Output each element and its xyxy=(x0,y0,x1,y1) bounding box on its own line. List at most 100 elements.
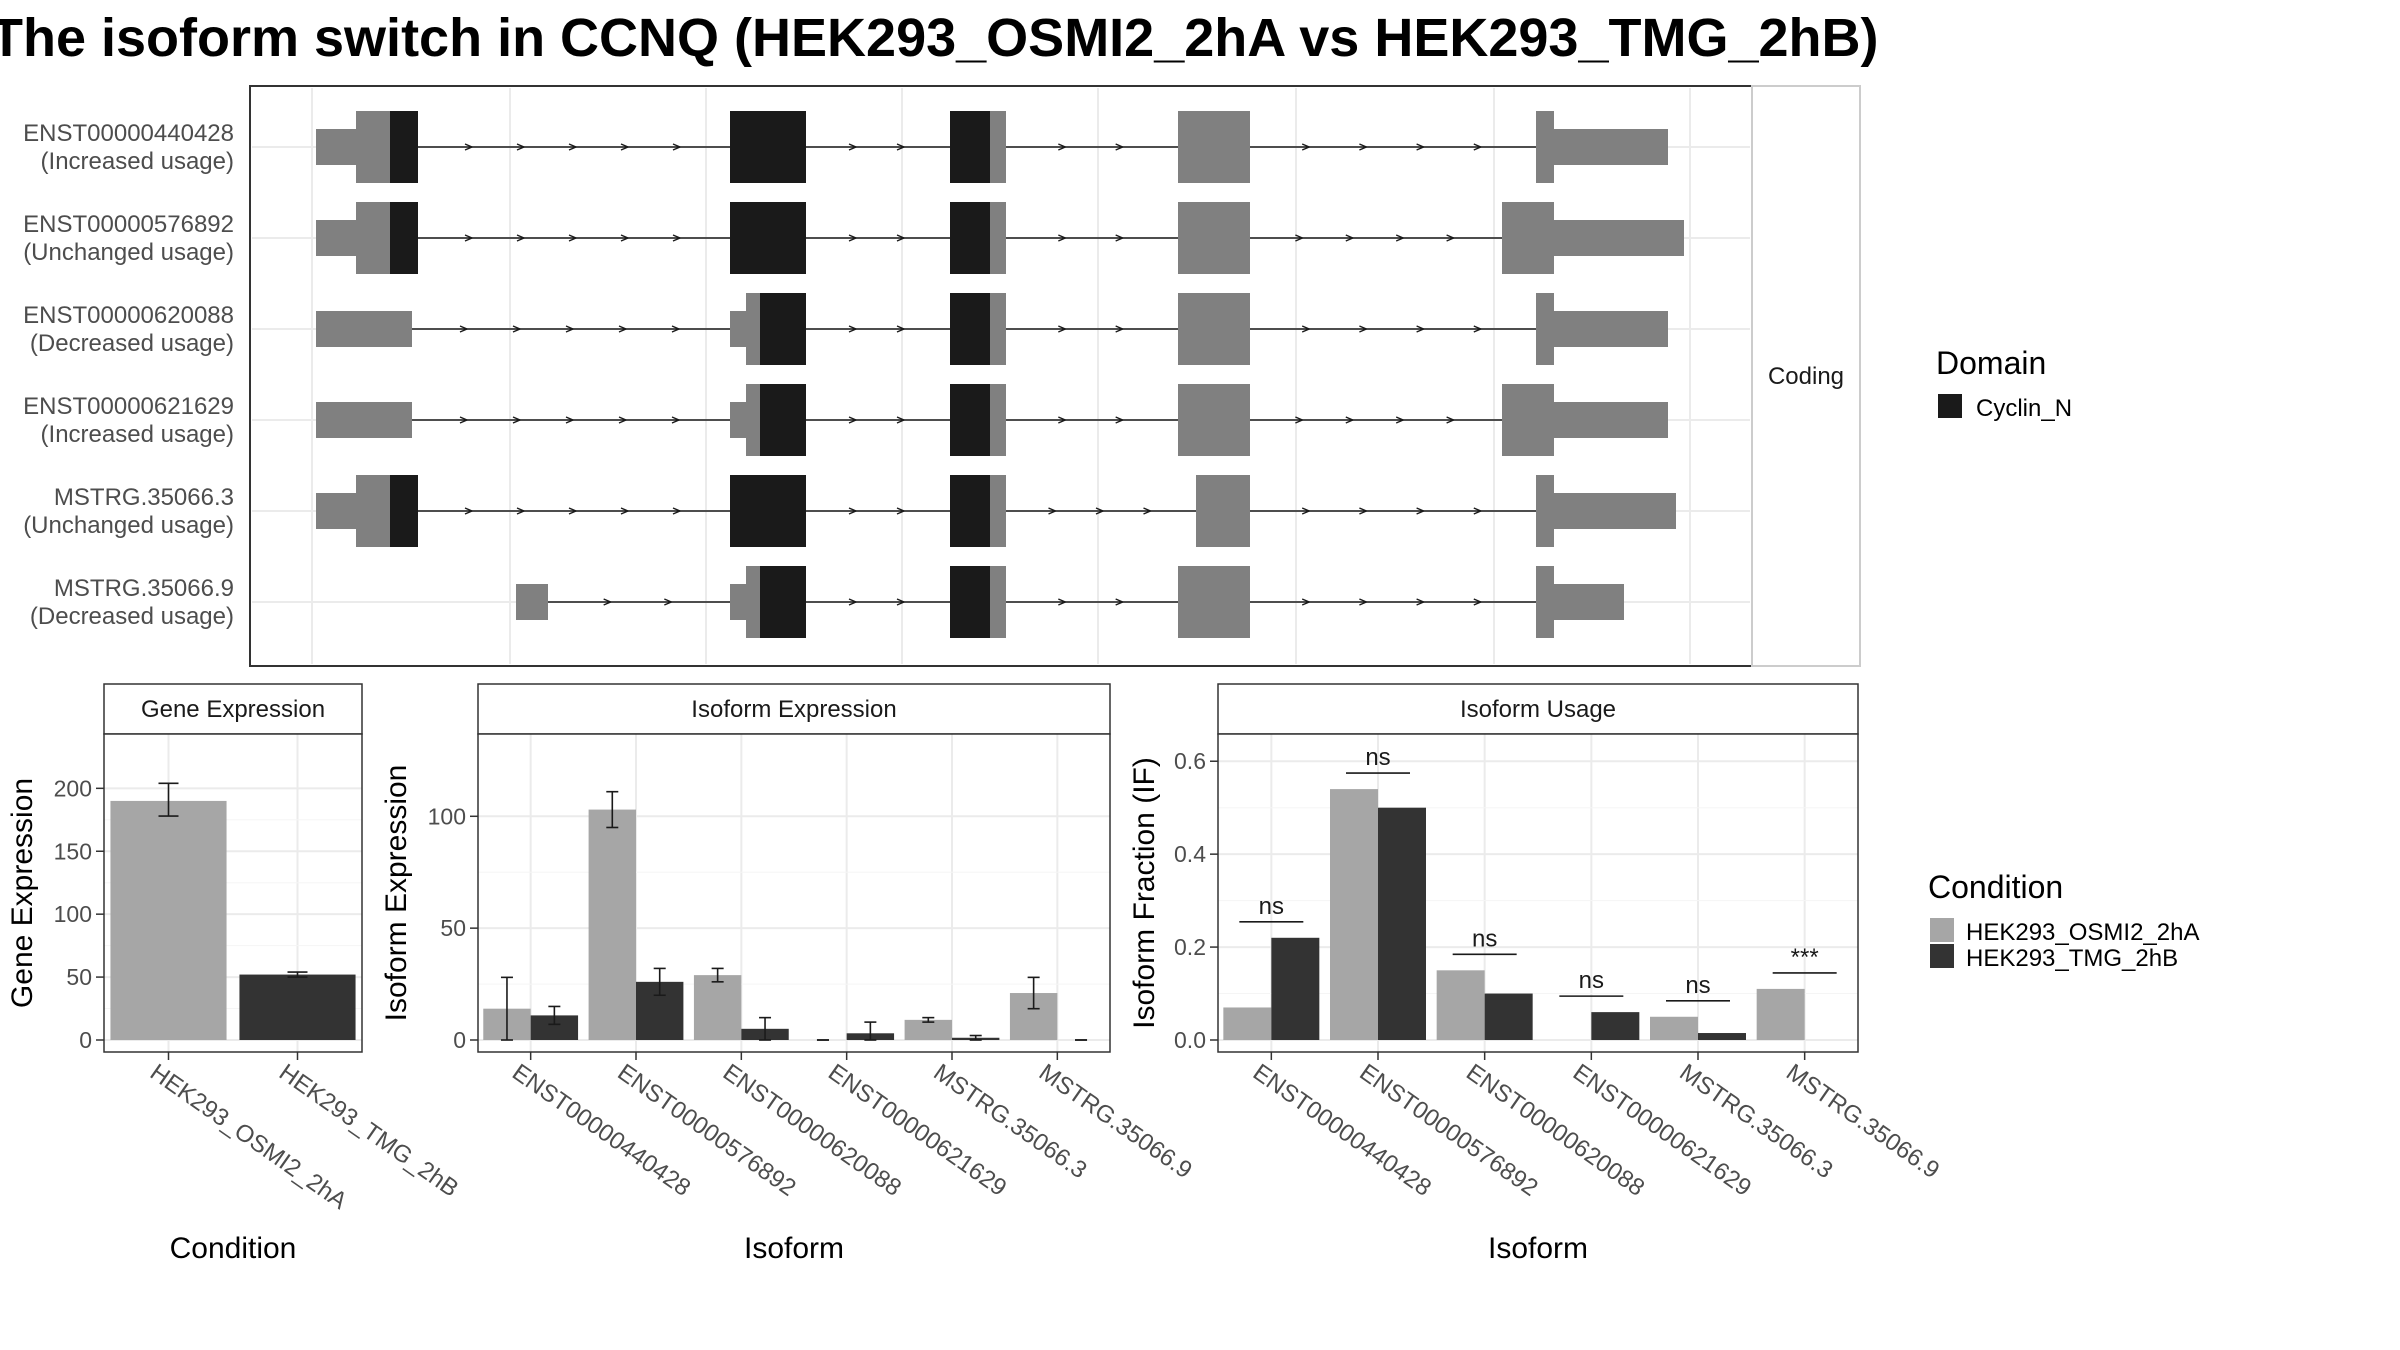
exon xyxy=(356,202,390,274)
isoform-status-label: (Decreased usage) xyxy=(30,603,234,630)
isoform-id-label: MSTRG.35066.3 xyxy=(54,484,234,511)
intron-arrow xyxy=(896,143,906,151)
intron-arrow xyxy=(672,507,682,515)
condition-legend-swatch-a xyxy=(1930,918,1954,942)
bar xyxy=(1223,1007,1272,1040)
isoform-id-label: ENST00000576892 xyxy=(23,211,234,238)
domain-legend: Domain Cyclin_N xyxy=(1936,345,2072,422)
intron-arrow xyxy=(1295,416,1305,424)
domain-exon xyxy=(390,202,418,274)
exon xyxy=(316,402,412,438)
domain-exon xyxy=(730,111,806,183)
intron-arrow xyxy=(848,143,858,151)
exon xyxy=(1536,111,1554,183)
exon xyxy=(990,202,1006,274)
intron-arrow xyxy=(1446,234,1456,242)
intron-arrow xyxy=(620,507,630,515)
intron-arrow xyxy=(1473,598,1483,606)
intron-arrow xyxy=(671,325,681,333)
intron-arrow xyxy=(1058,143,1068,151)
bar xyxy=(1436,970,1485,1040)
domain-exon xyxy=(760,384,806,456)
bar xyxy=(110,800,227,1040)
x-tick-label: ENST00000620088 xyxy=(1461,1059,1649,1202)
intron-arrow xyxy=(1115,325,1125,333)
intron-arrow xyxy=(1359,507,1369,515)
significance-label: ns xyxy=(1579,967,1604,994)
intron-arrow xyxy=(512,325,522,333)
intron-arrow xyxy=(1345,416,1355,424)
intron-arrow xyxy=(1416,507,1426,515)
isoform-expression-panel: Isoform Expression050100ENST00000440428E… xyxy=(380,683,1197,1265)
y-tick-label: 50 xyxy=(440,915,466,941)
panel-title: Isoform Expression xyxy=(691,696,896,723)
bar xyxy=(1378,807,1426,1040)
exon xyxy=(1178,111,1250,183)
exon xyxy=(1554,220,1684,256)
isoform-status-label: (Increased usage) xyxy=(41,148,234,175)
plot-area-bg xyxy=(478,734,1110,1052)
isoform-id-label: ENST00000621629 xyxy=(23,393,234,420)
exon xyxy=(1554,493,1676,529)
panel-title: Gene Expression xyxy=(141,696,325,723)
intron-arrow xyxy=(618,325,628,333)
isoform-id-label: ENST00000440428 xyxy=(23,120,234,147)
intron-arrow xyxy=(1359,143,1369,151)
intron-arrow xyxy=(1416,143,1426,151)
intron-arrow xyxy=(664,598,674,606)
bar xyxy=(1484,993,1533,1040)
intron-arrow xyxy=(1416,325,1426,333)
intron-arrow xyxy=(565,325,575,333)
exon xyxy=(1554,129,1668,165)
intron-arrow xyxy=(848,325,858,333)
intron-arrow xyxy=(1473,507,1483,515)
exon xyxy=(990,475,1006,547)
isoform-track xyxy=(316,475,1676,547)
significance-label: ns xyxy=(1685,972,1710,999)
exon xyxy=(1554,402,1668,438)
y-tick-label: 50 xyxy=(66,964,92,990)
domain-legend-title: Domain xyxy=(1936,345,2046,381)
plot-border xyxy=(1217,733,1859,1053)
x-tick-label: ENST00000576892 xyxy=(1355,1059,1543,1202)
isoform-track xyxy=(316,293,1668,365)
condition-legend-label-b: HEK293_TMG_2hB xyxy=(1966,945,2178,972)
panel-strip xyxy=(477,683,1111,735)
exon xyxy=(730,584,746,620)
significance-label: ns xyxy=(1259,893,1284,920)
intron-arrow xyxy=(896,507,906,515)
x-tick-label: ENST00000621629 xyxy=(823,1059,1011,1202)
domain-exon xyxy=(390,475,418,547)
exon xyxy=(990,111,1006,183)
isoform-track xyxy=(316,111,1668,183)
bar xyxy=(1650,1016,1698,1040)
plot-area-bg xyxy=(1218,734,1858,1052)
intron-arrow xyxy=(1301,143,1311,151)
bar xyxy=(588,809,636,1040)
exon xyxy=(1536,475,1554,547)
exon xyxy=(1554,311,1668,347)
exon xyxy=(990,566,1006,638)
bar xyxy=(239,974,356,1040)
y-tick-label: 0 xyxy=(79,1027,92,1053)
structure-panel: Coding ENST00000440428(Increased usage)E… xyxy=(23,85,1861,667)
intron-arrow xyxy=(620,143,630,151)
x-axis-title: Isoform xyxy=(744,1232,844,1265)
domain-exon xyxy=(950,566,990,638)
condition-legend-label-a: HEK293_OSMI2_2hA xyxy=(1966,919,2199,946)
exon xyxy=(316,220,356,256)
domain-legend-label: Cyclin_N xyxy=(1976,395,2072,422)
significance-label: ns xyxy=(1472,925,1497,952)
x-tick-label: ENST00000621629 xyxy=(1568,1059,1756,1202)
structure-labels: ENST00000440428(Increased usage) ENST0000… xyxy=(23,120,234,630)
domain-exon xyxy=(950,202,990,274)
intron-arrow xyxy=(1095,507,1105,515)
intron-arrow xyxy=(1395,234,1405,242)
intron-arrow xyxy=(1345,234,1355,242)
intron-arrow xyxy=(1058,325,1068,333)
intron-arrow xyxy=(1115,416,1125,424)
y-tick-label: 0.6 xyxy=(1174,748,1206,774)
bar xyxy=(1756,988,1805,1040)
domain-exon xyxy=(950,384,990,456)
